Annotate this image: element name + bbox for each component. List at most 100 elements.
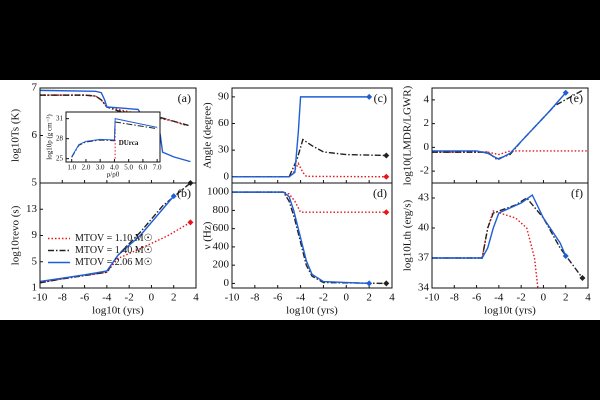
x-tick-label: 4 [193,292,199,304]
y-tick-label: 600 [213,222,230,234]
legend-label: MTOV = 1.40 M☉ [75,245,153,256]
x-tick-label: -4 [494,292,504,304]
y-tick-label: 25 [56,154,64,162]
series-line [232,191,387,285]
x-tick-label: 2.0 [82,164,91,172]
panel-label: (a) [178,91,191,105]
y-axis-label: log10Lth (erg/s) [402,199,414,271]
x-tick-label: 4 [585,292,591,304]
series-line [232,138,387,178]
x-tick-label: -10 [225,292,240,304]
x-tick-label: 7.0 [153,164,162,172]
x-tick-label: -6 [472,292,482,304]
panel-label: (c) [374,91,387,105]
y-tick-label: 6 [32,129,38,141]
x-tick-label: -2 [517,292,526,304]
y-axis-label: Angle (degree) [202,102,214,169]
x-tick-label: -6 [273,292,283,304]
end-marker [187,219,194,226]
x-tick-label: 4.0 [110,164,119,172]
plot-area [432,193,583,288]
series-line [232,191,370,285]
y-tick-label: 800 [213,204,230,216]
y-tick-label: 28 [56,134,64,142]
legend-label: MTOV = 2.06 M☉ [75,257,153,268]
y-tick-label: 400 [213,240,230,252]
x-tick-label: -8 [58,292,68,304]
y-tick-label: 34 [418,282,430,294]
y-axis-label: log10ρ (g cm⁻³) [46,114,54,160]
y-axis-label: ν (Hz) [202,221,214,249]
y-tick-label: 0 [224,277,230,289]
y-axis-label: log10(LMDR/LGWR) [402,85,414,185]
end-marker [579,275,586,281]
x-tick-label: 2 [366,292,372,304]
x-tick-label: 2 [171,292,177,304]
x-tick-label: 3.0 [96,164,105,172]
end-marker [383,280,390,287]
x-tick-label: -8 [250,292,260,304]
panel-label: (d) [373,186,387,200]
frame [65,111,161,163]
x-tick-label: 6.0 [139,164,148,172]
x-tick-label: -2 [125,292,134,304]
frame [231,182,393,289]
x-tick-label: -10 [33,292,48,304]
x-axis-label: log10t (yrs) [92,305,144,317]
y-tick-label: 37 [418,252,430,264]
y-tick-label: 60 [218,117,230,129]
x-tick-label: 0 [344,292,350,304]
panel-label: (e) [570,91,583,105]
annotation: DUrca [119,139,139,147]
series-line [232,96,370,178]
y-tick-label: 43 [418,192,430,204]
plot-area [40,183,191,284]
y-tick-label: 5 [32,177,38,189]
y-axis-label: log10τevo (s) [10,205,22,265]
y-tick-label: 13 [26,203,38,215]
y-tick-label: 7 [32,82,38,94]
plot-area [232,96,387,178]
y-tick-label: 9 [32,229,38,241]
panel-label: (b) [177,186,191,200]
y-tick-label: 0 [224,170,230,182]
x-tick-label: 5.0 [124,164,133,172]
end-marker [562,89,569,96]
y-tick-label: 200 [213,259,230,271]
y-tick-label: 2 [424,117,430,129]
series-line [40,195,175,283]
y-tick-label: 1000 [207,186,230,198]
end-marker [562,253,569,259]
y-tick-label: 40 [418,222,430,234]
y-tick-label: -2 [420,165,429,177]
x-axis-label: log10t (yrs) [286,305,338,317]
x-tick-label: 1.0 [67,164,76,172]
x-tick-label: -4 [102,292,112,304]
x-tick-label: -4 [296,292,306,304]
x-tick-label: -6 [80,292,90,304]
x-tick-label: -10 [425,292,440,304]
x-tick-label: 0 [541,292,547,304]
x-axis-label: ρ/ρ0 [107,171,120,179]
x-tick-label: -2 [319,292,328,304]
x-tick-label: 4 [389,292,395,304]
plot-area [432,89,588,161]
end-marker [383,173,390,180]
plot-area [71,118,158,159]
y-tick-label: 5 [32,255,38,267]
end-marker [383,209,390,216]
end-marker [366,93,373,100]
x-tick-label: 0 [149,292,155,304]
x-tick-label: 2 [563,292,569,304]
legend-label: MTOV = 1.10 M☉ [75,233,153,244]
plot-area [232,191,387,285]
y-tick-label: 90 [218,90,230,102]
end-marker [366,280,373,287]
series-line [40,94,191,127]
frame [39,182,197,289]
frame [431,182,589,289]
end-marker [383,152,390,159]
series-line [432,92,567,161]
